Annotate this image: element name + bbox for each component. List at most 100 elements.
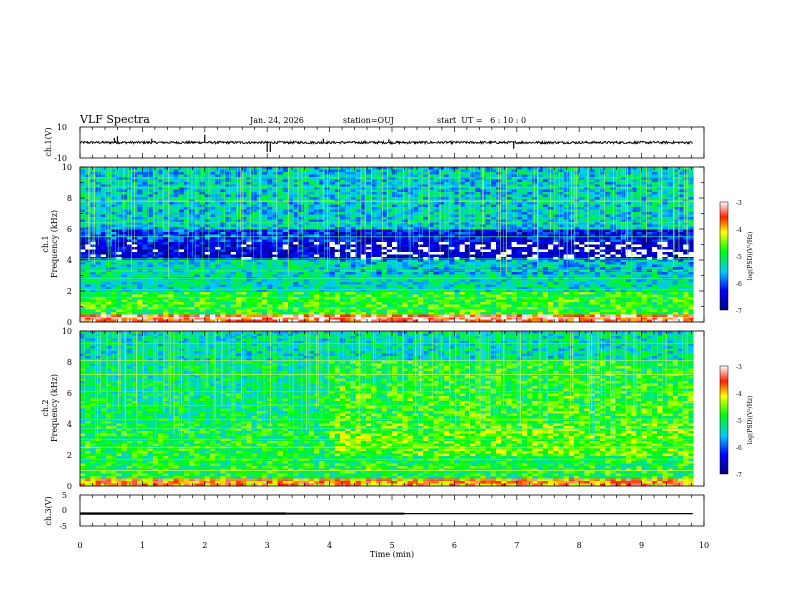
spectrogram-cell	[329, 209, 336, 213]
spectrogram-cell	[496, 187, 502, 190]
spectrogram-cell	[210, 212, 216, 215]
spectrogram-cell	[454, 224, 460, 228]
spectrogram-cell	[381, 239, 388, 243]
spectrogram-cell	[511, 174, 518, 178]
spectrogram-cell	[204, 264, 211, 268]
spectrogram-cell	[168, 234, 174, 238]
spectrogram-cell	[340, 187, 346, 190]
spectrogram-cell	[334, 184, 341, 188]
spectrogram-cell	[485, 197, 492, 200]
spectrogram-cell	[620, 244, 627, 248]
spectrogram-cell	[485, 222, 492, 225]
spectrogram-cell	[511, 237, 518, 240]
spectrogram-cell	[308, 189, 315, 193]
spectrogram-cell	[386, 189, 393, 193]
spectrogram-cell	[147, 179, 154, 183]
spectrogram-cell	[490, 219, 497, 223]
spectrogram-cell	[423, 239, 429, 243]
spectrogram-cell	[355, 184, 362, 188]
spectrogram-cell	[111, 229, 117, 233]
spectrogram-cell	[173, 217, 180, 220]
spectrogram-cell	[402, 237, 408, 240]
spectrogram-cell	[282, 222, 289, 225]
spectrogram-cell	[178, 172, 185, 175]
spectrogram-cell	[402, 187, 408, 190]
spectrogram-cell	[600, 182, 606, 185]
spectrogram-cell	[251, 247, 258, 250]
spectrogram-cell	[636, 224, 642, 228]
spectrogram-cell	[428, 182, 434, 185]
spectrogram-cell	[90, 242, 96, 245]
spectrogram-cell	[147, 207, 154, 210]
spectrogram-cell	[641, 222, 648, 225]
spectrogram-cell	[236, 214, 242, 218]
spectrogram-cell	[158, 184, 164, 188]
spectrogram-cell	[381, 182, 388, 185]
spectrogram-cell	[688, 167, 694, 170]
spectrogram-cell	[641, 237, 648, 240]
spectrogram-cell	[288, 267, 294, 270]
spectrogram-cell	[241, 202, 247, 205]
spectrogram-cell	[334, 187, 341, 190]
spectrogram-cell	[381, 219, 388, 223]
spectrogram-cell	[111, 232, 117, 235]
spectrogram-cell	[366, 194, 372, 198]
spectrogram-cell	[329, 224, 336, 228]
spectrogram-cell	[293, 212, 299, 215]
spectrogram-cell	[402, 167, 408, 170]
spectrogram-cell	[563, 177, 570, 180]
spectrogram-cell	[262, 182, 268, 185]
spectrogram-cell	[563, 219, 570, 223]
spectrogram-cell	[210, 262, 216, 265]
spectrogram-cell	[132, 252, 138, 255]
spectrogram-cell	[308, 219, 315, 223]
spectrogram-cell	[646, 217, 653, 220]
spectrogram-cell	[366, 219, 372, 223]
spectrogram-cell	[256, 192, 263, 195]
spectrogram-cell	[303, 214, 310, 218]
spectrogram-cell	[220, 204, 226, 208]
spectrogram-cell	[100, 172, 107, 175]
spectrogram-cell	[527, 264, 533, 268]
spectrogram-cell	[386, 167, 393, 170]
spectrogram-cell	[574, 267, 580, 270]
spectrogram-cell	[158, 219, 164, 223]
spectrogram-cell	[220, 232, 226, 235]
spectrogram-cell	[532, 222, 538, 225]
spectrogram-cell	[80, 227, 86, 230]
spectrogram-cell	[688, 194, 694, 198]
spectrogram-cell	[111, 182, 117, 185]
spectrogram-cell	[314, 237, 320, 240]
spectrogram-cell	[314, 177, 320, 180]
spectrogram-cell	[516, 264, 523, 268]
spectrogram-cell	[334, 204, 341, 208]
spectrogram-cell	[111, 224, 117, 228]
spectrogram-cell	[85, 237, 91, 240]
spectrogram-cell	[553, 264, 559, 268]
spectrogram-cell	[496, 252, 502, 255]
spectrogram-cell	[319, 224, 325, 228]
spectrogram-cell	[615, 189, 622, 193]
spectrogram-cell	[85, 182, 91, 185]
spectrogram-cell	[225, 172, 232, 175]
spectrogram-cell	[319, 212, 325, 215]
spectrogram-cell	[251, 182, 258, 185]
spectrogram-cell	[142, 214, 148, 218]
spectrogram-cell	[667, 184, 674, 188]
spectrogram-cell	[667, 197, 674, 200]
spectrogram-cell	[589, 194, 596, 198]
spectrogram-cell	[386, 222, 393, 225]
spectrogram-cell	[672, 194, 679, 198]
spectrogram-cell	[464, 227, 471, 230]
spectrogram-cell	[490, 227, 497, 230]
spectrogram-cell	[428, 244, 434, 248]
spectrogram-cell	[558, 177, 564, 180]
spectrogram-cell	[636, 229, 642, 233]
spectrogram-cell	[672, 219, 679, 223]
spectrogram-cell	[511, 182, 518, 185]
spectrogram-cell	[345, 249, 351, 253]
spectrogram-cell	[381, 252, 388, 255]
spectrogram-cell	[272, 224, 278, 228]
spectrogram-cell	[210, 234, 216, 238]
spectrogram-cell	[641, 244, 648, 248]
